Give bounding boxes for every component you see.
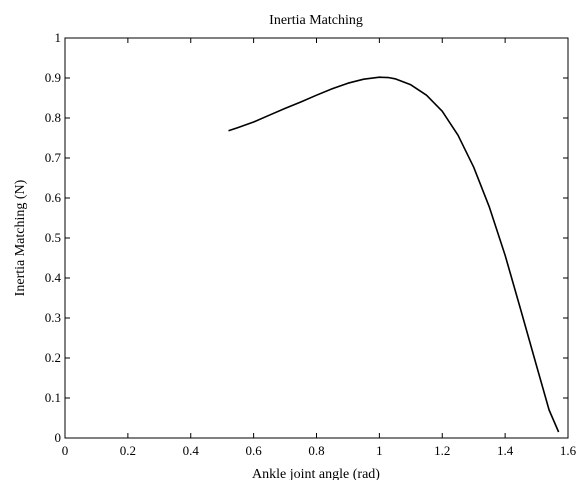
x-tick-label: 1.2 xyxy=(434,443,450,458)
y-tick-label: 0.7 xyxy=(45,150,62,165)
x-tick-label: 1.4 xyxy=(497,443,514,458)
x-tick-label: 1 xyxy=(376,443,383,458)
x-tick-label: 0.2 xyxy=(120,443,136,458)
y-tick-label: 1 xyxy=(55,30,62,45)
y-tick-label: 0.8 xyxy=(45,110,61,125)
series-line xyxy=(228,76,560,433)
x-tick-label: 0 xyxy=(62,443,69,458)
y-tick-label: 0.3 xyxy=(45,310,61,325)
x-tick-label: 0.4 xyxy=(183,443,200,458)
plot-area: 0 0.2 0.4 0.6 0.8 1 1.2 1.4 1.6 0 0.1 0.2 0.3 0.4 0.5 0… xyxy=(45,30,577,458)
y-tick-label: 0 xyxy=(55,430,62,445)
y-tick-label: 0.6 xyxy=(45,190,62,205)
plot-frame xyxy=(64,37,569,439)
x-tick-label: 1.6 xyxy=(560,443,577,458)
y-tick-label: 0.1 xyxy=(45,390,61,405)
x-tick-label: 0.8 xyxy=(308,443,324,458)
y-tick-label: 0.4 xyxy=(45,270,62,285)
y-tick-label: 0.5 xyxy=(45,230,61,245)
x-axis-label: Ankle joint angle (rad) xyxy=(252,467,380,480)
y-tick-label: 0.2 xyxy=(45,350,61,365)
chart-title: Inertia Matching xyxy=(269,13,363,28)
y-axis-label: Inertia Matching (N) xyxy=(13,179,28,296)
y-tick-label: 0.9 xyxy=(45,70,61,85)
x-tick-label: 0.6 xyxy=(246,443,263,458)
